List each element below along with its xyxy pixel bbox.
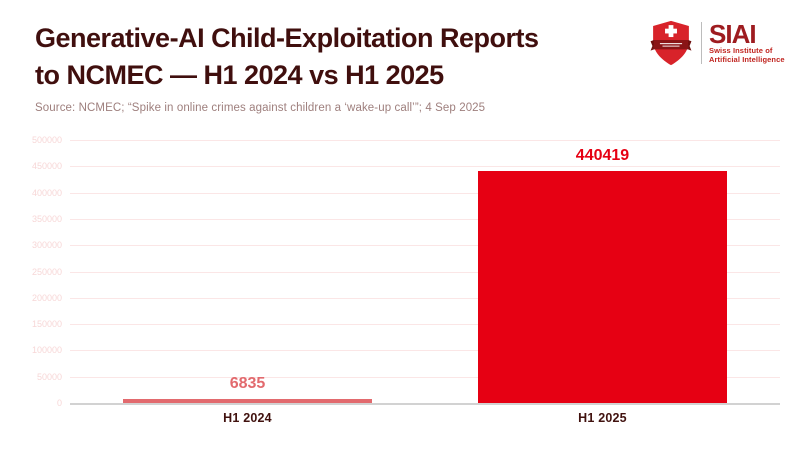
page-title-line1: Generative-AI Child-Exploitation Reports bbox=[35, 23, 539, 53]
y-tick-label: 150000 bbox=[31, 319, 62, 330]
page-title-line2: to NCMEC — H1 2024 vs H1 2025 bbox=[35, 60, 444, 90]
x-tick-label: H1 2024 bbox=[223, 411, 272, 425]
gridline bbox=[70, 245, 780, 247]
y-tick-label: 100000 bbox=[31, 345, 62, 356]
bar-h1-2024 bbox=[123, 399, 372, 403]
bar-value-label: 6835 bbox=[229, 375, 266, 393]
y-tick-label: 350000 bbox=[31, 213, 62, 224]
x-axis: H1 2024 H1 2025 bbox=[70, 411, 780, 425]
y-tick-label: 450000 bbox=[31, 161, 62, 172]
gridline bbox=[70, 192, 780, 194]
siai-logo: SIAI Swiss Institute of Artificial Intel… bbox=[650, 20, 785, 66]
y-tick-label: 0 bbox=[56, 398, 62, 408]
gridline bbox=[70, 324, 780, 326]
bar-value-label: 440419 bbox=[575, 147, 630, 165]
logo-subtitle-line2: Artificial Intelligence bbox=[709, 55, 785, 64]
source-caption: Source: NCMEC; “Spike in online crimes a… bbox=[35, 102, 486, 114]
y-tick-label: 500000 bbox=[31, 135, 62, 145]
gridline bbox=[70, 271, 780, 273]
y-tick-label: 250000 bbox=[31, 266, 62, 277]
logo-name: SIAI bbox=[709, 19, 757, 49]
logo-text: SIAI Swiss Institute of Artificial Intel… bbox=[709, 19, 785, 64]
y-tick-label: 400000 bbox=[31, 187, 62, 198]
y-tick-label: 200000 bbox=[31, 292, 62, 303]
y-tick-label: 50000 bbox=[36, 371, 62, 382]
gridline bbox=[70, 297, 780, 299]
plot-area: 6835 440419 bbox=[70, 140, 780, 405]
logo-subtitle-line1: Swiss Institute of bbox=[709, 46, 773, 55]
gridline bbox=[70, 350, 780, 352]
gridline bbox=[70, 140, 780, 141]
bar-h1-2025 bbox=[478, 171, 727, 403]
gridline bbox=[70, 166, 780, 168]
gridline bbox=[70, 376, 780, 378]
x-tick-label: H1 2025 bbox=[578, 411, 627, 425]
swiss-shield-icon bbox=[650, 20, 692, 66]
page-title: Generative-AI Child-Exploitation Reports… bbox=[35, 20, 635, 94]
y-tick-label: 300000 bbox=[31, 240, 62, 251]
logo-divider bbox=[701, 22, 702, 64]
gridline bbox=[70, 218, 780, 220]
y-axis: 0 50000 100000 150000 200000 250000 300000 3500… bbox=[0, 135, 64, 408]
